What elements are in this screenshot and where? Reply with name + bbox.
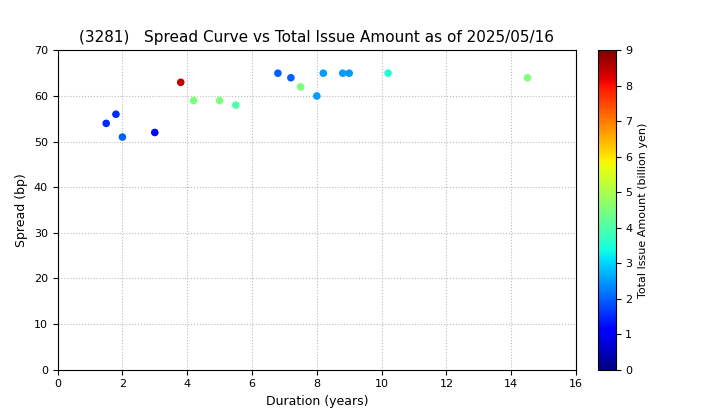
Point (382, 70, 394, 76)
Point (188, 97, 199, 104)
Point (110, 111, 122, 118)
Point (230, 102, 242, 108)
Point (318, 70, 329, 76)
Point (337, 70, 348, 76)
Y-axis label: Spread (bp): Spread (bp) (15, 173, 28, 247)
Point (521, 74, 533, 81)
Point (343, 70, 355, 76)
X-axis label: Duration (years): Duration (years) (266, 395, 368, 408)
Title: (3281)   Spread Curve vs Total Issue Amount as of 2025/05/16: (3281) Spread Curve vs Total Issue Amoun… (79, 30, 554, 45)
Point (295, 84, 307, 90)
Point (175, 79, 186, 86)
Point (214, 97, 225, 104)
Point (100, 120, 112, 127)
Point (272, 70, 284, 76)
Point (285, 74, 297, 81)
Point (117, 134, 128, 140)
Point (149, 129, 161, 136)
Y-axis label: Total Issue Amount (billion yen): Total Issue Amount (billion yen) (638, 122, 648, 298)
Point (311, 93, 323, 100)
